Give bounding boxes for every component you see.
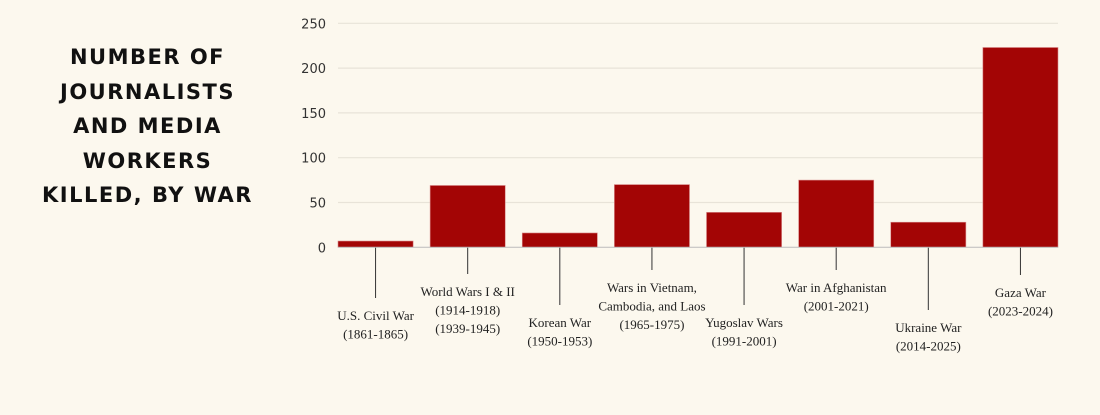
bar (614, 184, 690, 248)
x-category-label: World Wars I & II (420, 284, 514, 299)
x-category-label: (1861-1865) (343, 327, 408, 342)
x-category-label: Cambodia, and Laos (598, 299, 705, 314)
x-category-label: U.S. Civil War (337, 308, 414, 323)
y-tick-label: 250 (301, 17, 326, 32)
bar (982, 47, 1059, 248)
y-tick-label: 0 (318, 241, 326, 256)
x-category-label: Ukraine War (895, 320, 962, 335)
title-line: JOURNALISTS (60, 79, 235, 104)
bar (798, 179, 875, 248)
bar (890, 221, 967, 248)
x-category-label: (1991-2001) (712, 334, 777, 349)
bar (429, 185, 506, 248)
x-category-label: Korean War (529, 315, 592, 330)
x-category-label: Wars in Vietnam, (607, 280, 697, 295)
y-tick-label: 150 (301, 107, 326, 122)
bar (521, 232, 598, 248)
y-tick-label: 200 (301, 62, 326, 77)
title-line: KILLED, BY WAR (42, 183, 253, 207)
x-category-label: War in Afghanistan (786, 280, 887, 295)
bar (337, 240, 414, 248)
x-category-label: (2014-2025) (896, 339, 961, 354)
x-category-label: Yugoslav Wars (705, 315, 783, 330)
x-category-label: (2001-2021) (804, 299, 869, 314)
title-line: AND MEDIA (73, 114, 222, 138)
chart-title: NUMBER OF JOURNALISTS AND MEDIA WORKERS … (30, 40, 265, 213)
x-category-label: (1950-1953) (527, 334, 592, 349)
x-category-label: (2023-2024) (988, 304, 1053, 319)
x-category-label: (1939-1945) (435, 321, 500, 336)
y-tick-label: 100 (301, 152, 326, 167)
title-line: NUMBER OF (69, 45, 226, 69)
title-line: WORKERS (82, 148, 213, 173)
y-tick-label: 50 (309, 197, 326, 212)
x-category-label: (1914-1918) (435, 303, 500, 318)
x-category-label: (1965-1975) (619, 317, 684, 332)
x-category-label: Gaza War (995, 285, 1047, 300)
bar (706, 212, 782, 248)
